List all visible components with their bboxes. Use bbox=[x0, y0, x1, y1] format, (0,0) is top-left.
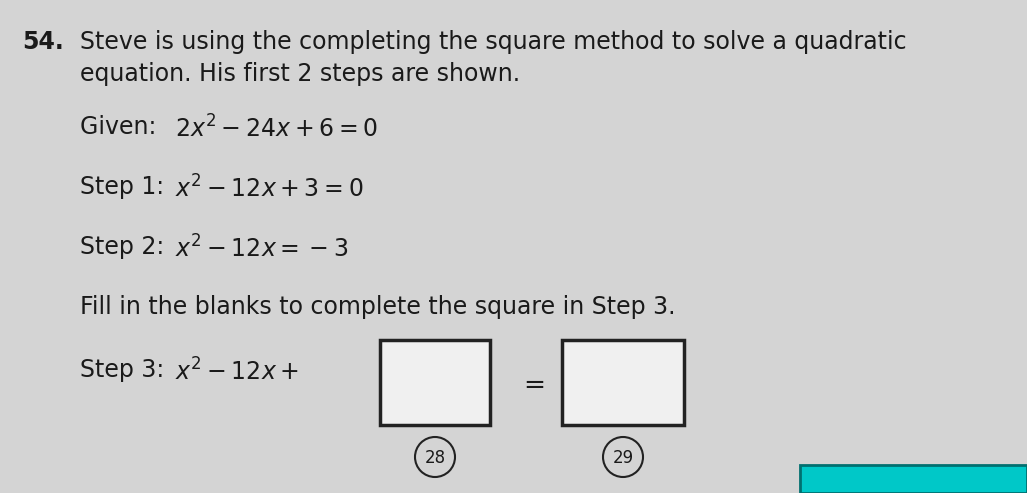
Text: $x^2 - 12x + 3 = 0$: $x^2 - 12x + 3 = 0$ bbox=[175, 175, 364, 202]
Text: Given:: Given: bbox=[80, 115, 172, 139]
Text: 29: 29 bbox=[612, 449, 634, 467]
Text: $2x^2 - 24x + 6 = 0$: $2x^2 - 24x + 6 = 0$ bbox=[175, 115, 378, 142]
Text: Step 1:: Step 1: bbox=[80, 175, 179, 199]
Text: Steve is using the completing the square method to solve a quadratic: Steve is using the completing the square… bbox=[80, 30, 907, 54]
Text: equation. His first 2 steps are shown.: equation. His first 2 steps are shown. bbox=[80, 62, 520, 86]
Text: $x^2 - 12x = -3$: $x^2 - 12x = -3$ bbox=[175, 235, 348, 262]
FancyBboxPatch shape bbox=[800, 465, 1027, 493]
Circle shape bbox=[415, 437, 455, 477]
Text: Step 3:: Step 3: bbox=[80, 358, 180, 382]
Text: Fill in the blanks to complete the square in Step 3.: Fill in the blanks to complete the squar… bbox=[80, 295, 676, 319]
FancyBboxPatch shape bbox=[562, 340, 684, 425]
Text: $=$: $=$ bbox=[518, 372, 544, 397]
Circle shape bbox=[603, 437, 643, 477]
Text: 54.: 54. bbox=[22, 30, 64, 54]
Text: $x^2 - 12x +$: $x^2 - 12x +$ bbox=[175, 358, 299, 385]
Text: 28: 28 bbox=[424, 449, 446, 467]
FancyBboxPatch shape bbox=[380, 340, 490, 425]
Text: Step 2:: Step 2: bbox=[80, 235, 180, 259]
